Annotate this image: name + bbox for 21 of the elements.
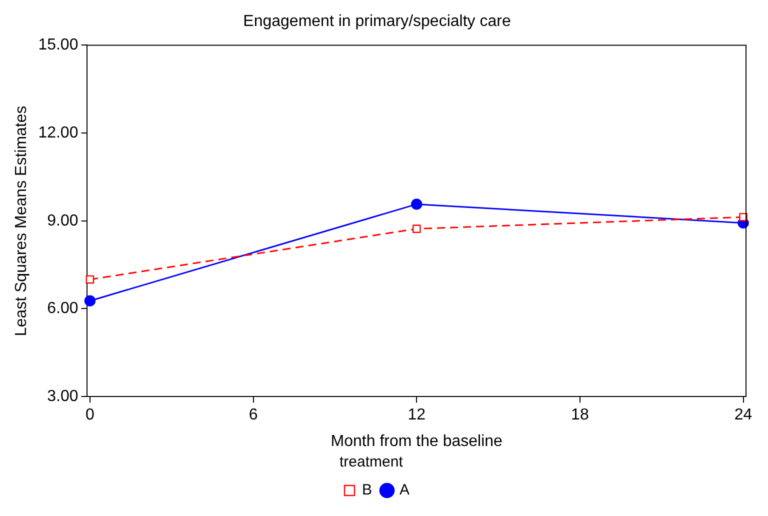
y-tick-label: 3.00: [47, 388, 78, 406]
y-tick-label: 12.00: [38, 124, 78, 142]
point: [412, 224, 421, 233]
y-tick-label: 6.00: [47, 300, 78, 318]
point: [739, 212, 748, 222]
x-tick-label: 6: [248, 406, 258, 424]
x-tick-label: 18: [571, 406, 589, 424]
point: [84, 295, 96, 306]
chart-title: Engagement in primary/specialty care: [243, 13, 511, 30]
x-tick-label: 12: [408, 406, 426, 424]
legend-title: treatment: [339, 454, 404, 471]
y-tick-label: 9.00: [47, 212, 78, 230]
y-tick-label: 15.00: [38, 36, 78, 54]
x-tick-label: 0: [86, 406, 95, 424]
point: [86, 275, 94, 284]
x-tick-label: 24: [734, 406, 752, 424]
y-axis-title: Least Squares Means Estimates: [13, 106, 30, 336]
point: [411, 198, 422, 210]
legend-label: A: [400, 482, 410, 499]
x-axis-title: Month from the baseline: [330, 432, 503, 450]
legend-label: B: [362, 482, 372, 499]
